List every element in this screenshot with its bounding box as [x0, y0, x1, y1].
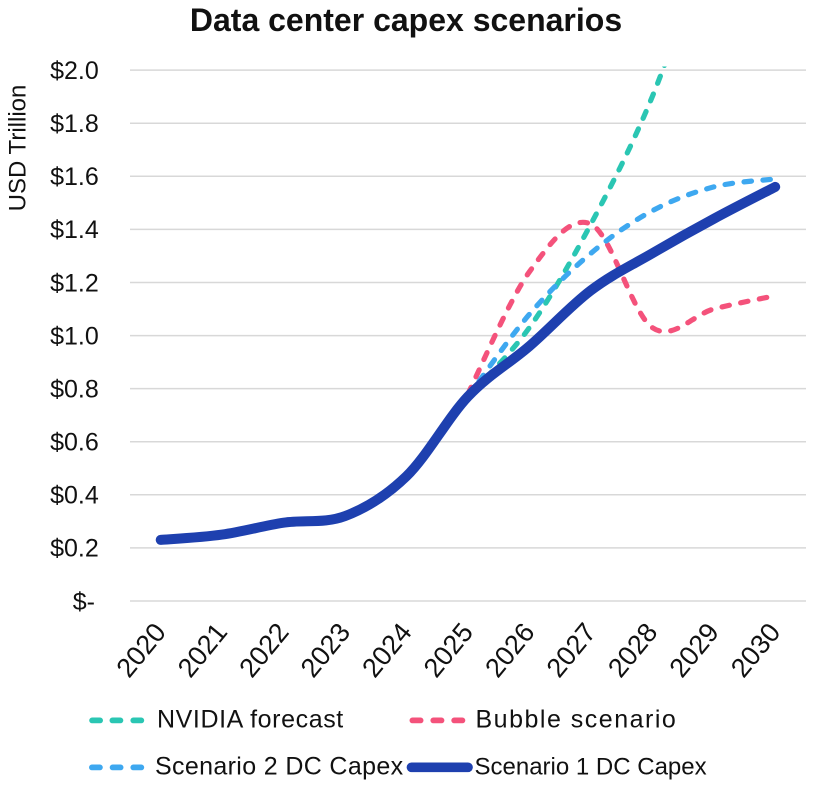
svg-text:$1.2: $1.2: [50, 269, 99, 297]
svg-text:$0.4: $0.4: [50, 482, 99, 510]
svg-text:$1.0: $1.0: [50, 322, 99, 350]
svg-text:$1.8: $1.8: [50, 110, 99, 138]
svg-text:$-: $-: [73, 588, 95, 616]
svg-text:USD Trillion: USD Trillion: [5, 85, 32, 212]
svg-text:$1.4: $1.4: [50, 216, 99, 244]
svg-text:Data center capex scenarios: Data center capex scenarios: [190, 2, 622, 38]
svg-text:$1.6: $1.6: [50, 163, 99, 191]
svg-text:$0.2: $0.2: [50, 535, 99, 563]
svg-text:$2.0: $2.0: [50, 57, 99, 85]
svg-text:Scenario 2 DC Capex: Scenario 2 DC Capex: [155, 752, 404, 780]
svg-text:$0.8: $0.8: [50, 375, 99, 403]
svg-text:Bubble scenario: Bubble scenario: [476, 706, 678, 734]
svg-text:Scenario 1 DC Capex: Scenario 1 DC Capex: [475, 753, 707, 780]
svg-text:$0.6: $0.6: [50, 429, 99, 457]
svg-text:NVIDIA forecast: NVIDIA forecast: [157, 706, 344, 734]
